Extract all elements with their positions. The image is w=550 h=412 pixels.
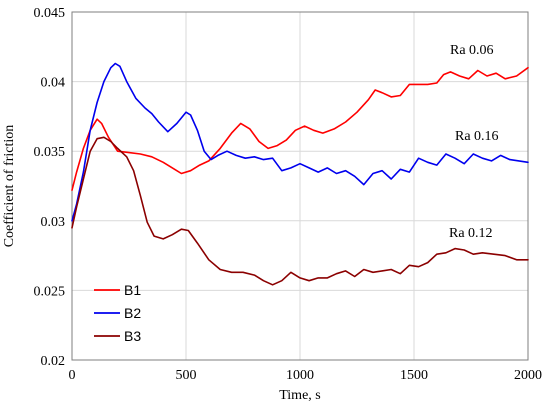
x-tick-label: 1500 (400, 368, 428, 383)
series (71, 62, 529, 286)
y-tick-label: 0.025 (34, 284, 66, 299)
x-axis-title: Time, s (279, 388, 321, 403)
y-tick-label: 0.045 (34, 6, 66, 21)
annotation-b2: Ra 0.16 (455, 129, 499, 144)
x-tick-label: 500 (176, 368, 197, 383)
legend-label-b3: B3 (124, 328, 141, 344)
annotations: Ra 0.06 Ra 0.16 Ra 0.12 (449, 43, 499, 241)
legend-label-b2: B2 (124, 305, 141, 321)
x-tick-label: 0 (69, 368, 76, 383)
x-tick-label: 1000 (286, 368, 314, 383)
y-tick-label: 0.035 (34, 145, 66, 160)
series-line-b2 (71, 62, 529, 222)
legend: B1 B2 B3 (94, 282, 141, 344)
series-line-b3 (71, 136, 529, 286)
grid (72, 12, 528, 360)
y-tick-label: 0.03 (41, 215, 66, 230)
series-line-b1 (71, 66, 529, 191)
annotation-b1: Ra 0.06 (450, 43, 494, 58)
legend-label-b1: B1 (124, 282, 141, 298)
y-tick-label: 0.04 (41, 76, 66, 91)
y-axis-title: Coefficient of friction (2, 125, 17, 248)
tick-labels: 0 500 1000 1500 2000 0.02 0.025 0.03 0.035 0.04 0.… (34, 6, 543, 383)
plot-frame (71, 11, 529, 361)
annotation-b3: Ra 0.12 (449, 226, 493, 241)
x-tick-label: 2000 (514, 368, 542, 383)
y-tick-label: 0.02 (41, 354, 66, 369)
